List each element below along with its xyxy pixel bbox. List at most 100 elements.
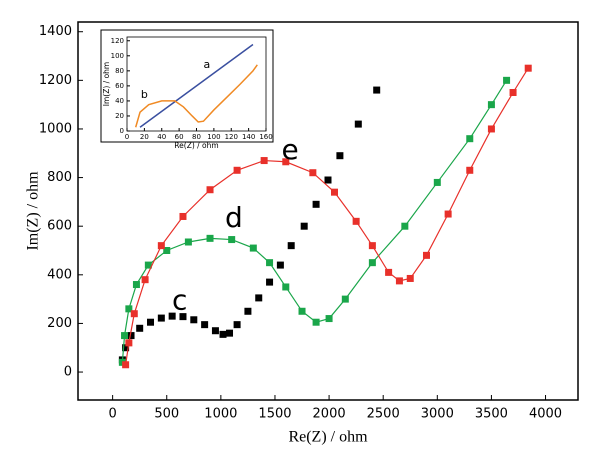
marker bbox=[190, 316, 198, 324]
y-tick-label: 200 bbox=[47, 316, 72, 331]
y-tick-label: 60 bbox=[115, 82, 124, 90]
marker bbox=[487, 125, 495, 133]
x-tick-label: 40 bbox=[157, 133, 166, 141]
marker bbox=[266, 259, 274, 267]
y-tick-label: 80 bbox=[115, 67, 124, 75]
marker bbox=[368, 242, 376, 250]
marker bbox=[130, 310, 138, 318]
marker bbox=[509, 88, 517, 96]
marker bbox=[233, 166, 241, 174]
marker bbox=[255, 294, 263, 302]
x-tick-label: 500 bbox=[154, 407, 179, 422]
marker bbox=[127, 332, 135, 340]
x-tick-label: 60 bbox=[175, 133, 184, 141]
marker bbox=[125, 339, 133, 347]
y-tick-label: 20 bbox=[115, 112, 124, 120]
x-tick-label: 160 bbox=[259, 133, 272, 141]
marker bbox=[354, 120, 362, 128]
marker bbox=[298, 307, 306, 315]
y-tick-label: 600 bbox=[47, 219, 72, 234]
annotation: c bbox=[172, 284, 187, 317]
marker bbox=[503, 76, 511, 84]
series-line bbox=[139, 43, 254, 128]
marker bbox=[132, 281, 140, 289]
annotation: a bbox=[204, 58, 211, 71]
x-tick-label: 0 bbox=[125, 133, 129, 141]
y-tick-label: 400 bbox=[47, 267, 72, 282]
x-tick-label: 4000 bbox=[529, 407, 562, 422]
series-line bbox=[121, 80, 508, 363]
marker bbox=[282, 158, 290, 166]
marker bbox=[422, 251, 430, 259]
marker bbox=[312, 318, 320, 326]
x-tick-label: 2500 bbox=[367, 407, 400, 422]
marker bbox=[433, 178, 441, 186]
marker bbox=[233, 321, 241, 329]
marker bbox=[206, 234, 214, 242]
marker bbox=[300, 222, 308, 230]
plot-frame bbox=[77, 21, 579, 401]
marker bbox=[312, 200, 320, 208]
marker bbox=[179, 313, 187, 321]
marker bbox=[260, 157, 268, 165]
x-tick-label: 20 bbox=[140, 133, 149, 141]
marker bbox=[179, 212, 187, 220]
marker bbox=[324, 176, 332, 184]
marker bbox=[341, 295, 349, 303]
marker bbox=[336, 152, 344, 160]
y-axis-title: Im(Z) / ohm bbox=[102, 62, 111, 106]
marker bbox=[282, 283, 290, 291]
marker bbox=[228, 236, 236, 244]
marker bbox=[287, 242, 295, 250]
marker bbox=[330, 188, 338, 196]
x-tick-label: 140 bbox=[242, 133, 255, 141]
marker bbox=[444, 210, 452, 218]
marker bbox=[524, 64, 532, 72]
marker bbox=[206, 186, 214, 194]
marker bbox=[276, 261, 284, 269]
marker bbox=[325, 315, 333, 323]
x-tick-label: 0 bbox=[108, 407, 116, 422]
marker bbox=[144, 261, 152, 269]
marker bbox=[122, 361, 130, 369]
marker bbox=[244, 307, 252, 315]
marker bbox=[201, 321, 209, 329]
marker bbox=[122, 344, 130, 352]
marker bbox=[401, 222, 409, 230]
y-tick-label: 120 bbox=[111, 37, 124, 45]
annotation: e bbox=[282, 133, 299, 166]
marker bbox=[466, 166, 474, 174]
y-tick-label: 1200 bbox=[39, 73, 72, 88]
x-tick-label: 120 bbox=[225, 133, 238, 141]
y-tick-label: 1400 bbox=[39, 24, 72, 39]
marker bbox=[136, 324, 144, 332]
y-axis-title: Im(Z) / ohm bbox=[25, 171, 42, 251]
marker bbox=[466, 135, 474, 143]
y-tick-label: 100 bbox=[111, 52, 124, 60]
x-tick-label: 3000 bbox=[421, 407, 454, 422]
marker bbox=[406, 274, 414, 282]
x-tick-label: 3500 bbox=[475, 407, 508, 422]
marker bbox=[249, 244, 257, 252]
x-tick-label: 1500 bbox=[258, 407, 291, 422]
y-tick-label: 800 bbox=[47, 170, 72, 185]
annotation: d bbox=[225, 201, 243, 234]
marker bbox=[168, 312, 176, 320]
marker bbox=[125, 305, 133, 313]
marker bbox=[385, 268, 393, 276]
y-tick-label: 0 bbox=[120, 127, 124, 135]
annotation: b bbox=[141, 88, 148, 101]
marker bbox=[487, 101, 495, 109]
y-tick-label: 1000 bbox=[39, 121, 72, 136]
x-axis-title: Re(Z) / ohm bbox=[174, 141, 218, 150]
marker bbox=[395, 277, 403, 285]
marker bbox=[184, 238, 192, 246]
marker bbox=[219, 330, 227, 338]
x-tick-label: 1000 bbox=[204, 407, 237, 422]
x-tick-label: 2000 bbox=[313, 407, 346, 422]
marker bbox=[211, 327, 219, 335]
marker bbox=[266, 278, 274, 286]
marker bbox=[309, 169, 317, 177]
marker bbox=[157, 314, 165, 322]
